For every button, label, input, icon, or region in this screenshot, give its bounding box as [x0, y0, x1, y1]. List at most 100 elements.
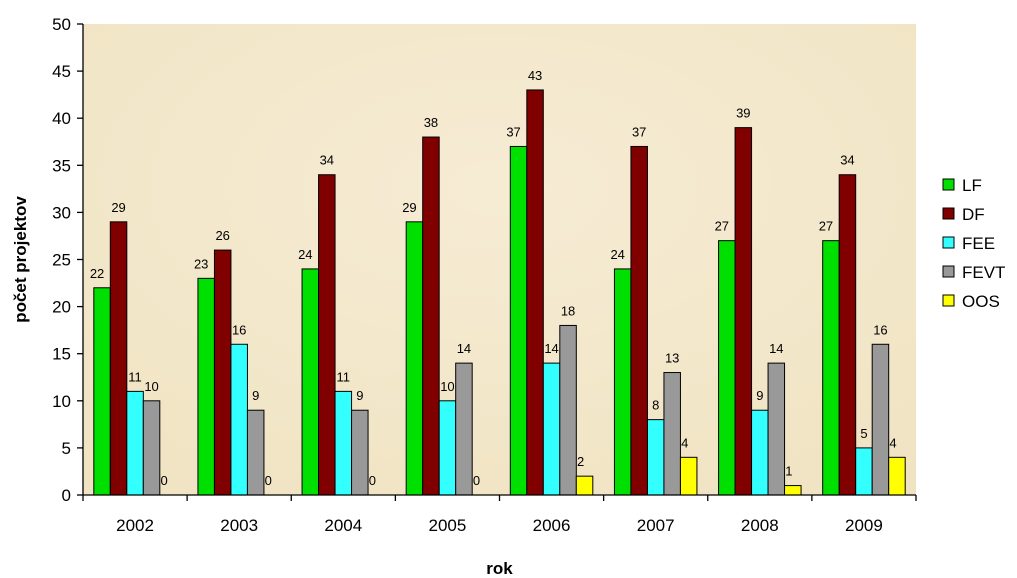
- data-label-lf-2002: 22: [90, 266, 104, 281]
- bar-lf-2009: [822, 240, 840, 496]
- bar-fee-2006: [542, 362, 561, 496]
- data-label-fee-2005: 10: [440, 379, 454, 394]
- data-label-oos-2005: 0: [473, 473, 480, 488]
- bar-lf-2008: [718, 240, 736, 496]
- bar-df-2002: [109, 221, 128, 496]
- bar-oos-2007: [679, 456, 698, 496]
- legend-swatch-fevt: [942, 265, 955, 278]
- data-label-df-2009: 34: [840, 153, 854, 168]
- bar-fevt-2006: [559, 324, 577, 496]
- bar-lf-2007: [613, 268, 632, 496]
- data-label-df-2008: 39: [736, 106, 750, 121]
- bar-fevt-2009: [871, 343, 890, 496]
- data-label-lf-2009: 27: [819, 219, 833, 234]
- data-label-fevt-2002: 10: [144, 379, 158, 394]
- bar-df-2003: [213, 249, 232, 496]
- x-tick-label-2005: 2005: [429, 516, 467, 535]
- bars-group: [93, 89, 906, 496]
- y-tick-label: 25: [52, 251, 71, 270]
- data-label-fevt-2005: 14: [457, 341, 471, 356]
- y-tick-label: 5: [62, 439, 71, 458]
- legend-label-fee: FEE: [962, 234, 995, 253]
- bar-fee-2002: [126, 390, 144, 496]
- legend-swatch-df: [942, 207, 955, 220]
- bar-fee-2008: [751, 409, 769, 496]
- bar-fee-2003: [230, 343, 248, 496]
- data-label-fevt-2009: 16: [873, 322, 887, 337]
- data-label-df-2006: 43: [528, 68, 542, 83]
- data-label-df-2002: 29: [111, 200, 125, 215]
- x-axis-title: rok: [486, 559, 513, 578]
- data-label-lf-2008: 27: [715, 219, 729, 234]
- y-tick-label: 50: [52, 15, 71, 34]
- bar-df-2008: [734, 127, 753, 496]
- bar-fevt-2003: [246, 409, 265, 496]
- y-tick-label: 15: [52, 345, 71, 364]
- bar-df-2009: [838, 174, 857, 496]
- data-label-fevt-2008: 14: [769, 341, 783, 356]
- data-label-oos-2009: 4: [889, 435, 896, 450]
- legend-swatch-oos: [942, 294, 955, 307]
- legend-label-df: DF: [962, 205, 985, 224]
- x-tick-label-2006: 2006: [533, 516, 571, 535]
- data-label-lf-2005: 29: [402, 200, 416, 215]
- y-tick-label: 0: [62, 486, 71, 505]
- x-tick-label-2007: 2007: [637, 516, 675, 535]
- data-label-oos-2006: 2: [577, 454, 584, 469]
- data-label-lf-2006: 37: [506, 124, 520, 139]
- legend-swatch-lf: [942, 178, 955, 191]
- y-tick-label: 35: [52, 156, 71, 175]
- data-labels-group: 2229111002326169024341190293810140374314…: [90, 68, 897, 488]
- bar-fee-2005: [438, 400, 457, 496]
- bar-lf-2004: [301, 268, 320, 496]
- bar-df-2007: [630, 145, 648, 496]
- data-label-oos-2007: 4: [681, 435, 688, 450]
- legend: LF DF FEE FEVT OOS: [942, 176, 1005, 311]
- bar-df-2005: [422, 136, 440, 496]
- y-tick-label: 45: [52, 62, 71, 81]
- y-tick-label: 10: [52, 392, 71, 411]
- legend-swatch-fee: [942, 236, 955, 249]
- bar-fee-2004: [334, 390, 353, 496]
- y-tick-label: 30: [52, 203, 71, 222]
- data-label-oos-2008: 1: [785, 464, 792, 479]
- bar-df-2004: [318, 174, 336, 496]
- bar-fevt-2004: [351, 409, 369, 496]
- data-label-oos-2003: 0: [265, 473, 272, 488]
- x-tick-label-2008: 2008: [741, 516, 779, 535]
- legend-label-fevt: FEVT: [962, 263, 1005, 282]
- bar-lf-2002: [93, 287, 111, 496]
- data-label-lf-2004: 24: [298, 247, 312, 262]
- data-label-fee-2008: 9: [756, 388, 763, 403]
- data-label-df-2005: 38: [424, 115, 438, 130]
- legend-label-lf: LF: [962, 176, 982, 195]
- data-label-lf-2007: 24: [610, 247, 624, 262]
- data-label-fevt-2004: 9: [356, 388, 363, 403]
- y-tick-label: 20: [52, 298, 71, 317]
- x-tick-label-2003: 2003: [220, 516, 258, 535]
- y-axis-title: počet projektov: [11, 196, 30, 323]
- bar-fevt-2005: [455, 362, 473, 496]
- bar-oos-2006: [575, 475, 594, 496]
- data-label-df-2004: 34: [320, 153, 334, 168]
- bar-lf-2003: [197, 277, 215, 496]
- x-tick-label-2004: 2004: [324, 516, 362, 535]
- data-label-df-2003: 26: [215, 228, 229, 243]
- bar-fevt-2007: [663, 372, 681, 496]
- data-label-fevt-2007: 13: [665, 351, 679, 366]
- data-label-fee-2002: 11: [128, 369, 142, 384]
- data-label-fevt-2006: 18: [561, 303, 575, 318]
- data-label-fee-2009: 5: [860, 426, 867, 441]
- bar-fevt-2008: [767, 362, 786, 496]
- data-label-fevt-2003: 9: [252, 388, 259, 403]
- data-label-oos-2004: 0: [369, 473, 376, 488]
- bar-fevt-2002: [142, 400, 161, 496]
- bar-fee-2007: [646, 419, 665, 496]
- data-label-oos-2002: 0: [160, 473, 167, 488]
- data-label-fee-2004: 11: [337, 369, 351, 384]
- bar-lf-2006: [509, 145, 528, 496]
- bar-oos-2008: [784, 485, 802, 496]
